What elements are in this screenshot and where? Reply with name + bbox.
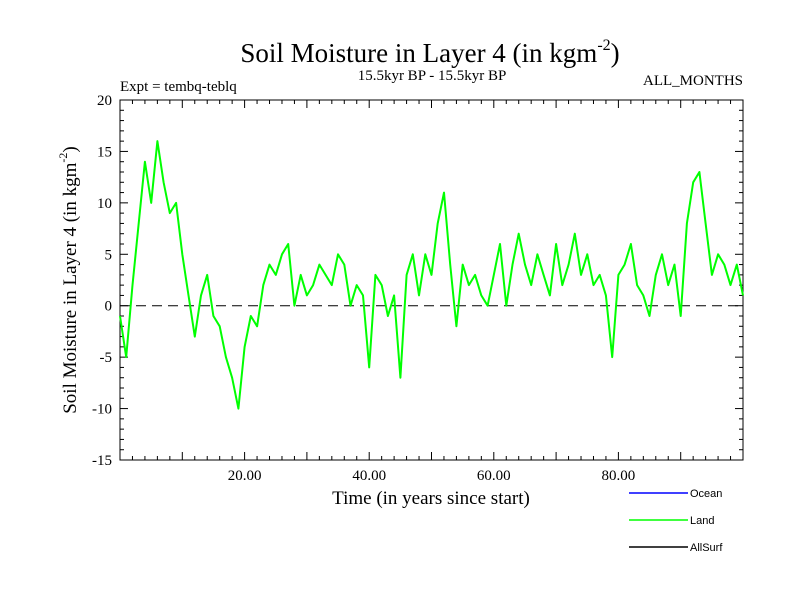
legend-label-land: Land: [690, 515, 714, 527]
y-axis-label: Soil Moisture in Layer 4 (in kgm-2): [56, 146, 81, 414]
expt-label: Expt = tembq-teblq: [120, 79, 237, 95]
y-tick-label: -10: [92, 402, 112, 418]
legend: Ocean Land AllSurf: [629, 488, 723, 554]
x-axis-label: Time (in years since start): [332, 488, 530, 509]
y-tick-label: 20: [97, 93, 112, 109]
y-tick-label: -5: [100, 350, 113, 366]
chart-title-superscript: -2: [597, 37, 610, 54]
series-line-land: [119, 140, 744, 410]
x-tick-label: 40.00: [352, 468, 386, 484]
y-tick-label: 15: [97, 144, 112, 160]
plot-frame: [119, 99, 744, 461]
y-tick-label: 5: [105, 247, 113, 263]
chart-subtitle: 15.5kyr BP - 15.5kyr BP: [358, 68, 507, 84]
chart-title: Soil Moisture in Layer 4 (in kgm-2): [240, 37, 619, 68]
x-tick-label: 80.00: [602, 468, 636, 484]
y-tick-label: 0: [105, 299, 113, 315]
legend-label-allsurf: AllSurf: [690, 542, 723, 554]
axes: -15 -10 -5 0 5 10 15 20 20.00 40.00 60.00 80.00: [92, 93, 744, 484]
y-axis-label-superscript: -2: [56, 153, 70, 163]
months-label: ALL_MONTHS: [643, 73, 743, 89]
series-group: [119, 140, 744, 410]
x-tick-label: 20.00: [228, 468, 262, 484]
y-tick-label: 10: [97, 196, 112, 212]
y-tick-label: -15: [92, 453, 112, 469]
legend-label-ocean: Ocean: [690, 488, 722, 500]
x-tick-label: 60.00: [477, 468, 511, 484]
